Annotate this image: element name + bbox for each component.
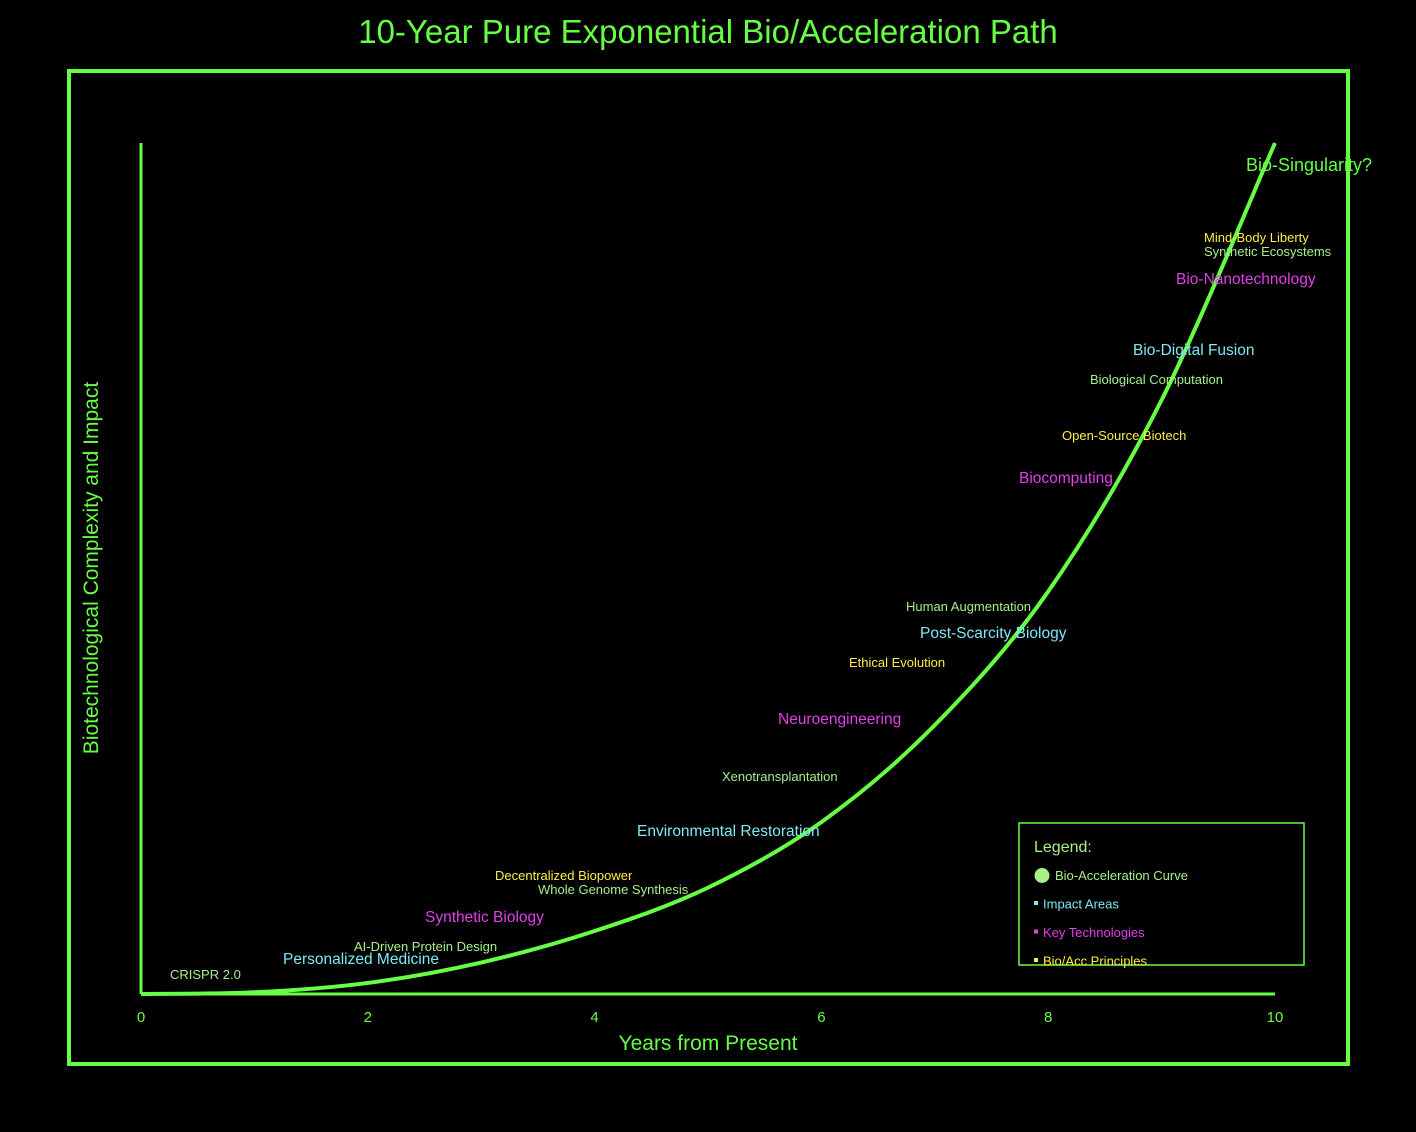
legend-item-label: Key Technologies — [1043, 925, 1145, 940]
annotation-label: Biocomputing — [1019, 470, 1113, 487]
legend-marker — [1034, 901, 1038, 905]
annotation-label: Environmental Restoration — [637, 823, 820, 840]
annotation-label: Mind-Body Liberty — [1204, 230, 1309, 245]
annotation-label: Synthetic Biology — [425, 909, 544, 926]
annotation-label: CRISPR 2.0 — [170, 967, 241, 982]
legend-items: Bio-Acceleration Curve Impact Areas Key Te… — [1034, 868, 1188, 969]
chart-title: 10-Year Pure Exponential Bio/Acceleratio… — [358, 13, 1058, 50]
x-tick-label: 8 — [1044, 1009, 1052, 1026]
legend-box — [1018, 822, 1305, 966]
x-axis-title: Years from Present — [619, 1032, 798, 1055]
annotation-label: Neuroengineering — [778, 711, 901, 728]
legend-marker — [1034, 868, 1050, 883]
annotation-label: Synthetic Ecosystems — [1204, 244, 1332, 259]
legend-item-label: Impact Areas — [1043, 897, 1119, 912]
annotation-label: Bio-Nanotechnology — [1176, 271, 1316, 288]
legend-title: Legend: — [1034, 839, 1092, 856]
plot-frame — [67, 69, 1350, 1066]
x-tick-label: 10 — [1267, 1009, 1284, 1026]
x-tick-label: 2 — [364, 1009, 372, 1026]
annotation-label: Xenotransplantation — [722, 769, 838, 784]
annotation-label: Post-Scarcity Biology — [920, 625, 1067, 642]
x-tick-label: 0 — [137, 1009, 145, 1026]
legend-item-label: Bio-Acceleration Curve — [1055, 868, 1188, 883]
legend-item-label: Bio/Acc Principles — [1043, 954, 1148, 969]
annotation-label: Personalized Medicine — [283, 951, 439, 968]
annotation-label: Human Augmentation — [906, 599, 1031, 614]
annotation-label: Bio-Digital Fusion — [1133, 342, 1254, 359]
x-tick-labels: 0 2 4 6 8 10 — [137, 1009, 1284, 1026]
annotation-label: Decentralized Biopower — [495, 868, 633, 883]
annotation-label: AI-Driven Protein Design — [354, 939, 497, 954]
annotation-label: Whole Genome Synthesis — [538, 882, 689, 897]
legend-marker — [1034, 929, 1038, 934]
x-tick-label: 4 — [590, 1009, 598, 1026]
bio-acceleration-curve — [140, 142, 1277, 996]
annotation-label: Biological Computation — [1090, 372, 1223, 387]
annotation-label: Open-Source Biotech — [1062, 428, 1186, 443]
x-tick-label: 6 — [817, 1009, 825, 1026]
y-axis-title: Biotechnological Complexity and Impact — [80, 382, 103, 755]
annotation-label: Ethical Evolution — [849, 655, 945, 670]
legend: Legend: Bio-Acceleration Curve Impact Are… — [1018, 822, 1305, 969]
annotation-label: Bio-Singularity? — [1246, 155, 1372, 175]
annotations: CRISPR 2.0 Personalized MedicineAI-Driven… — [170, 155, 1372, 982]
legend-marker — [1034, 958, 1038, 962]
